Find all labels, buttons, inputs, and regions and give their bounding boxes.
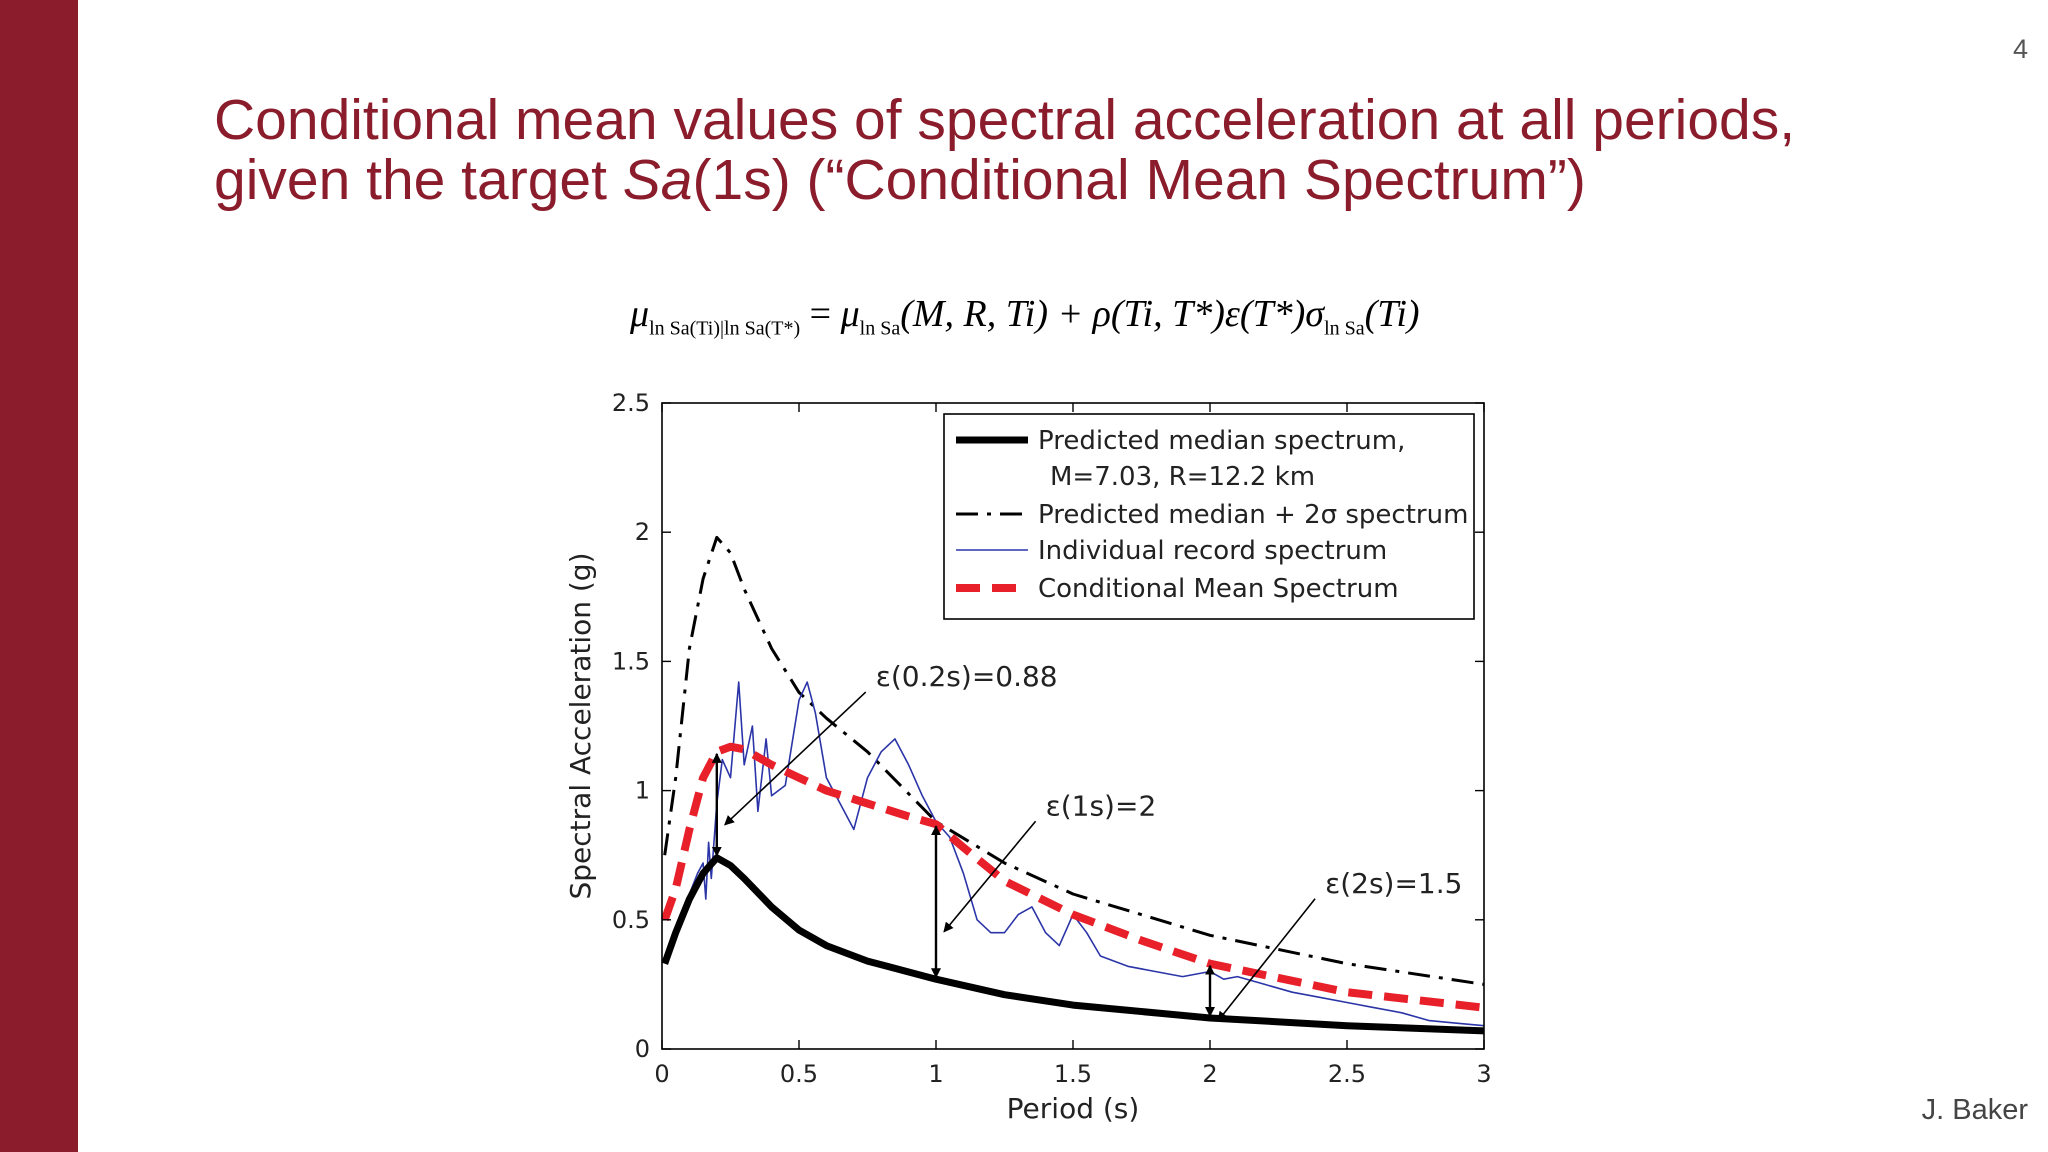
legend-box (943, 413, 1475, 620)
formula-lhs-subscript: ln Sa(Ti)|ln Sa(T*) (649, 317, 801, 340)
legend-label-line2: M=7.03, R=12.2 km (1050, 462, 1315, 492)
formula-sigma-subscript: ln Sa (1324, 317, 1365, 340)
x-tick-label: 2.5 (1328, 1060, 1366, 1088)
legend-label: Predicted median spectrum, (1038, 426, 1405, 456)
y-axis-label: Spectral Acceleration (g) (564, 552, 597, 899)
epsilon-pointer-arrow (724, 691, 867, 826)
series-predicted-median (661, 854, 1485, 1035)
formula-equals: = (800, 293, 841, 335)
series-individual-record (663, 681, 1485, 1027)
legend-label: Individual record spectrum (1038, 536, 1387, 566)
formula-rhs-args: (M, R, Ti) + ρ(Ti, T*)ε(T*)σ (900, 293, 1325, 335)
epsilon-annotation-label: ε(2s)=1.5 (1325, 867, 1462, 900)
y-tick-label: 1.5 (612, 647, 650, 675)
series-conditional-mean (660, 742, 1485, 1012)
author-credit: J. Baker (1921, 1094, 2028, 1126)
slide-title: Conditional mean values of spectral acce… (214, 90, 1974, 210)
x-tick-label: 2 (1202, 1060, 1217, 1088)
series-median-plus-2sigma (663, 535, 1485, 986)
x-tick-label: 0 (654, 1060, 669, 1088)
x-tick-label: 0.5 (780, 1060, 818, 1088)
formula-lhs-mu: μ (630, 293, 650, 335)
title-line-2-italic: Sa (622, 148, 693, 212)
epsilon-pointer-arrow (943, 820, 1037, 933)
sidebar-accent-bar (0, 0, 78, 1152)
y-tick-label: 2.5 (612, 389, 650, 417)
x-axis-label: Period (s) (1007, 1092, 1140, 1125)
title-line-2: given the target Sa(1s) (“Conditional Me… (214, 150, 1974, 210)
epsilon-pointer-arrow (1217, 898, 1316, 1022)
x-tick-label: 1 (928, 1060, 943, 1088)
epsilon-annotation-label: ε(0.2s)=0.88 (876, 660, 1058, 693)
title-line-1: Conditional mean values of spectral acce… (214, 88, 1796, 152)
cms-formula: μln Sa(Ti)|ln Sa(T*) = μln Sa(M, R, Ti) … (630, 292, 1420, 341)
formula-tail: (Ti) (1364, 293, 1420, 335)
y-tick-label: 1 (635, 777, 650, 805)
formula-rhs-subscript: ln Sa (859, 317, 901, 340)
title-line-2-post: (1s) (“Conditional Mean Spectrum”) (692, 148, 1586, 212)
slide-number: 4 (2012, 34, 2028, 64)
legend-label: Conditional Mean Spectrum (1038, 574, 1399, 604)
formula-rhs-mu: μ (840, 293, 860, 335)
legend-label: Predicted median + 2σ spectrum (1038, 500, 1468, 530)
y-tick-label: 0.5 (612, 906, 650, 934)
x-tick-label: 3 (1476, 1060, 1491, 1088)
title-line-2-pre: given the target (214, 148, 623, 212)
y-tick-label: 2 (635, 518, 650, 546)
x-tick-label: 1.5 (1054, 1060, 1092, 1088)
epsilon-annotation-label: ε(1s)=2 (1046, 789, 1157, 822)
y-tick-label: 0 (635, 1035, 650, 1063)
